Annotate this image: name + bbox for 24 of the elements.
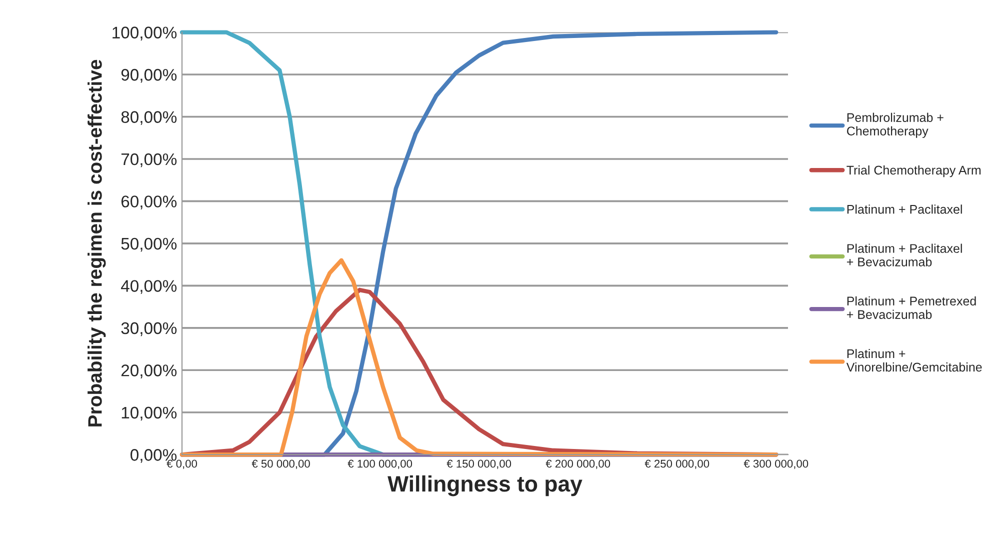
y-tick-label: 50,00% <box>121 238 177 252</box>
legend-label: Platinum + Pemetrexed + Bevacizumab <box>846 296 976 319</box>
x-tick-label: € 50 000,00 <box>252 460 310 469</box>
y-tick-label: 20,00% <box>121 364 177 378</box>
legend-label: Platinum + Paclitaxel + Bevacizumab <box>846 244 962 266</box>
y-axis-title: Probability the regimen is cost-effective <box>88 60 106 426</box>
x-tick-label: € 100 000,00 <box>348 460 412 469</box>
x-tick-label: € 300 000,00 <box>744 460 808 469</box>
x-tick-label: € 250 000,00 <box>644 460 710 469</box>
y-tick-label: 30,00% <box>121 322 177 336</box>
y-tick-label: 100,00% <box>112 26 177 40</box>
legend-label: Pembrolizumab + Chemotherapy <box>847 112 944 138</box>
x-tick-label: € 150 000,00 <box>446 460 512 469</box>
legend-label: Trial Chemotherapy Arm <box>846 165 981 178</box>
y-tick-label: 90,00% <box>121 68 177 83</box>
legend-label: Platinum + Vinorelbine/Gemcitabine <box>846 348 982 372</box>
y-tick-label: 40,00% <box>121 280 177 294</box>
x-axis-title: Willingness to pay <box>388 475 582 496</box>
y-tick-label: 10,00% <box>122 406 177 421</box>
y-tick-label: 70,00% <box>121 153 177 168</box>
y-tick-label: 60,00% <box>121 196 177 210</box>
legend-label: Platinum + Paclitaxel <box>847 204 962 214</box>
x-tick-label: € 200 000,00 <box>546 460 610 469</box>
y-tick-label: 80,00% <box>121 111 177 125</box>
